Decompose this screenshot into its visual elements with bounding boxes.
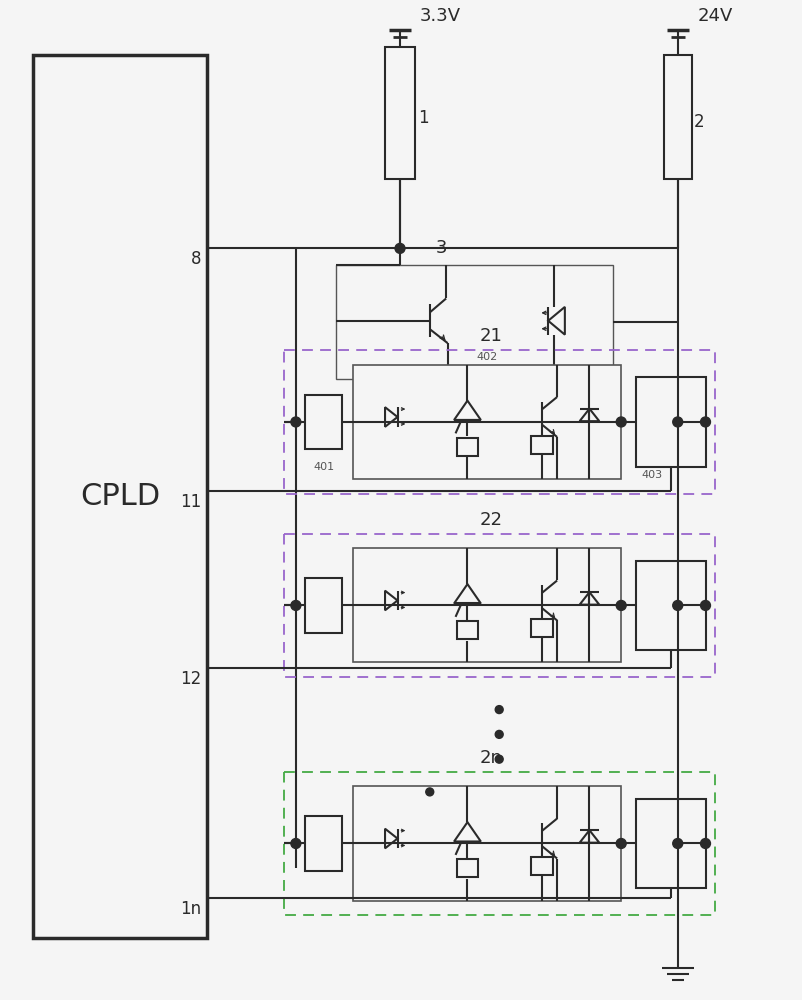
Text: 403: 403 bbox=[640, 470, 662, 480]
Bar bbox=[305, 816, 342, 871]
Bar bbox=[335, 265, 613, 379]
Text: 1n: 1n bbox=[180, 900, 201, 918]
Bar bbox=[305, 395, 342, 449]
Circle shape bbox=[672, 417, 682, 427]
Circle shape bbox=[699, 417, 710, 427]
Text: 2n: 2n bbox=[479, 749, 502, 767]
Text: 402: 402 bbox=[476, 352, 497, 362]
Bar bbox=[530, 619, 552, 637]
Circle shape bbox=[495, 755, 503, 763]
Circle shape bbox=[290, 600, 301, 610]
Bar bbox=[456, 859, 478, 877]
Text: 22: 22 bbox=[479, 511, 502, 529]
Text: 3: 3 bbox=[435, 239, 446, 257]
Text: 3.3V: 3.3V bbox=[419, 7, 460, 25]
Bar bbox=[635, 377, 705, 467]
Circle shape bbox=[395, 243, 404, 253]
Circle shape bbox=[699, 839, 710, 848]
Bar bbox=[353, 548, 621, 662]
Circle shape bbox=[615, 839, 626, 848]
Bar bbox=[33, 55, 206, 938]
Text: 12: 12 bbox=[180, 670, 201, 688]
Circle shape bbox=[290, 839, 301, 848]
Text: 401: 401 bbox=[313, 462, 334, 472]
Circle shape bbox=[615, 600, 626, 610]
Bar bbox=[456, 621, 478, 639]
Text: 8: 8 bbox=[191, 250, 201, 268]
Circle shape bbox=[425, 788, 433, 796]
Text: 21: 21 bbox=[479, 327, 502, 345]
Circle shape bbox=[699, 600, 710, 610]
Bar bbox=[305, 578, 342, 633]
Bar bbox=[530, 436, 552, 454]
Text: 2: 2 bbox=[693, 113, 703, 131]
Bar bbox=[530, 857, 552, 875]
Circle shape bbox=[615, 417, 626, 427]
Text: CPLD: CPLD bbox=[79, 482, 160, 511]
Circle shape bbox=[672, 600, 682, 610]
Circle shape bbox=[290, 417, 301, 427]
Text: 24V: 24V bbox=[697, 7, 732, 25]
Bar bbox=[456, 438, 478, 456]
Circle shape bbox=[495, 706, 503, 714]
Bar bbox=[284, 350, 715, 494]
Circle shape bbox=[495, 730, 503, 738]
Text: 11: 11 bbox=[180, 493, 201, 511]
Bar bbox=[635, 799, 705, 888]
Bar bbox=[284, 772, 715, 915]
Bar bbox=[385, 47, 415, 179]
Text: 1: 1 bbox=[417, 109, 428, 127]
Bar bbox=[353, 365, 621, 479]
Bar bbox=[635, 561, 705, 650]
Circle shape bbox=[672, 839, 682, 848]
Bar bbox=[353, 786, 621, 901]
Bar bbox=[663, 55, 691, 179]
Bar bbox=[284, 534, 715, 677]
